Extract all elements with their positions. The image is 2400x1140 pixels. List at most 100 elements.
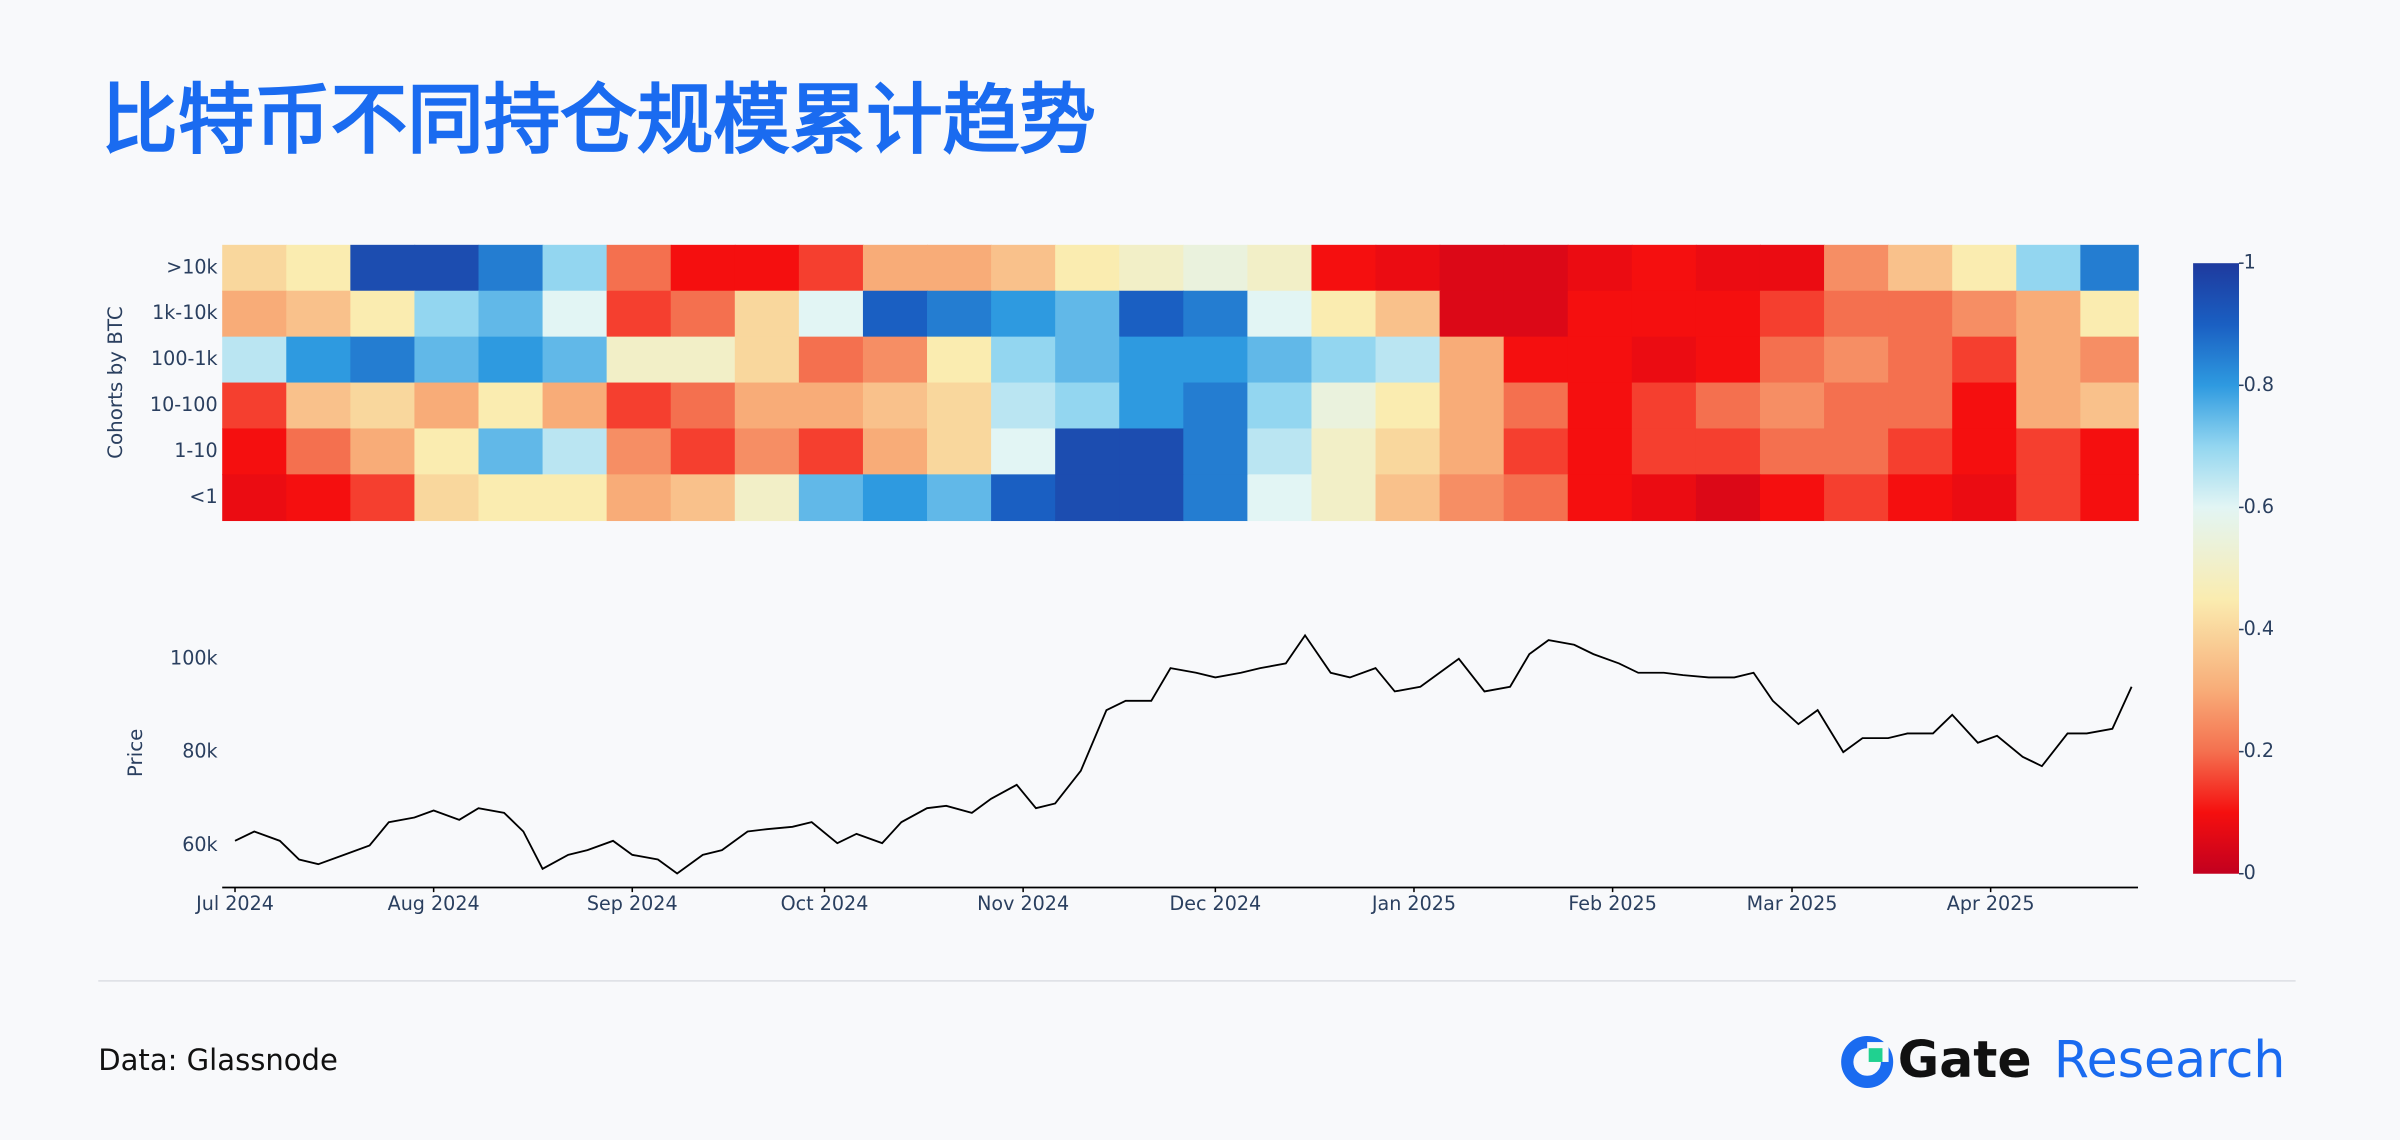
- heatmap-cell: [1503, 428, 1569, 476]
- heatmap-cell: [286, 428, 352, 476]
- heatmap-cell: [1824, 336, 1889, 384]
- heatmap-cell: [286, 290, 352, 338]
- heatmap-cell: [222, 336, 288, 384]
- heatmap-cell: [670, 382, 736, 430]
- y-tick-label: 100k: [170, 646, 218, 669]
- heatmap-cell: [1119, 244, 1185, 292]
- heatmap-cell: [927, 336, 992, 384]
- heatmap-cell: [1567, 244, 1633, 292]
- price-line: [234, 633, 2133, 875]
- heatmap-cell: [2080, 244, 2139, 292]
- heatmap-cell: [927, 474, 992, 522]
- heatmap-cell: [1759, 244, 1825, 292]
- heatmap-cell: [1631, 474, 1697, 522]
- heatmap-cell: [1055, 474, 1121, 522]
- heatmap-cell: [350, 382, 416, 430]
- heatmap-cell: [1439, 336, 1505, 384]
- heatmap-cell: [1695, 290, 1761, 338]
- heatmap-cell: [478, 244, 544, 292]
- heatmap-cell: [1439, 382, 1505, 430]
- heatmap-cell: [2080, 336, 2139, 384]
- heatmap-cell: [734, 382, 800, 430]
- heatmap-cell: [478, 474, 544, 522]
- heatmap-cell: [1503, 474, 1569, 522]
- heatmap-cell: [1952, 244, 2018, 292]
- heatmap-cell: [1439, 474, 1505, 522]
- heatmap-cell: [1311, 336, 1377, 384]
- heatmap-cell: [286, 244, 352, 292]
- logo-icon: [1841, 1035, 1894, 1088]
- heatmap-cell: [542, 336, 608, 384]
- heatmap-cell: [1888, 336, 1953, 384]
- y-tick-label: 60k: [182, 833, 218, 856]
- heatmap-cell: [1375, 290, 1441, 338]
- heatmap-cell: [1247, 474, 1313, 522]
- heatmap-cell: [1631, 290, 1697, 338]
- heatmap-cell: [862, 382, 928, 430]
- heatmap-cell: [1055, 336, 1121, 384]
- colorbar-tick-label: 0.8: [2244, 373, 2274, 396]
- heatmap-cell: [222, 474, 288, 522]
- heatmap-cell: [1824, 290, 1889, 338]
- heatmap-cell: [927, 290, 992, 338]
- heatmap-cell: [414, 474, 480, 522]
- heatmap-cell: [286, 336, 352, 384]
- heatmap-cell: [1311, 244, 1377, 292]
- heatmap-cell: [1695, 336, 1761, 384]
- heatmap-cell: [1952, 336, 2018, 384]
- heatmap-cell: [222, 382, 288, 430]
- heatmap-cell: [798, 474, 864, 522]
- heatmap-cell: [2080, 428, 2139, 476]
- heatmap-cell: [222, 428, 288, 476]
- brand-name: Gate: [1898, 1030, 2032, 1089]
- heatmap-cell: [1567, 428, 1633, 476]
- heatmap-cell: [1311, 474, 1377, 522]
- heatmap-cell: [1759, 290, 1825, 338]
- x-tick-label: Nov 2024: [977, 892, 1069, 915]
- heatmap-cell: [286, 474, 352, 522]
- heatmap-cell: [1952, 290, 2018, 338]
- heatmap-cell: [1119, 474, 1185, 522]
- heatmap-cell: [862, 290, 928, 338]
- heatmap-cell: [670, 428, 736, 476]
- heatmap-cell: [991, 428, 1056, 476]
- heatmap-cell: [1055, 290, 1121, 338]
- heatmap-cell: [1375, 382, 1441, 430]
- heatmap-cell: [1247, 290, 1313, 338]
- heatmap-cell: [1247, 382, 1313, 430]
- heatmap-cell: [991, 290, 1056, 338]
- heatmap-cell: [927, 428, 992, 476]
- heatmap-cell: [798, 336, 864, 384]
- heatmap-cell: [734, 428, 800, 476]
- heatmap-cell: [1695, 428, 1761, 476]
- heatmap-cell: [1567, 336, 1633, 384]
- y-tick-label: 100-1k: [151, 347, 219, 370]
- heatmap-cell: [542, 290, 608, 338]
- heatmap-cell: [862, 474, 928, 522]
- heatmap-cell: [1824, 382, 1889, 430]
- heatmap-cell: [1375, 336, 1441, 384]
- heatmap-cell: [414, 382, 480, 430]
- heatmap-cell: [734, 336, 800, 384]
- heatmap-cell: [1631, 336, 1697, 384]
- source-note: Data: Glassnode: [98, 1043, 338, 1077]
- heatmap-cell: [1247, 336, 1313, 384]
- heatmap-cell: [286, 382, 352, 430]
- heatmap-cell: [2016, 382, 2082, 430]
- heatmap-cell: [2016, 474, 2082, 522]
- colorbar-tick-label: 0: [2244, 861, 2256, 884]
- heatmap-cell: [1759, 382, 1825, 430]
- heatmap-cell: [606, 244, 672, 292]
- y-tick-label: 10-100: [150, 393, 218, 416]
- heatmap-cell: [670, 336, 736, 384]
- heatmap-cell: [606, 474, 672, 522]
- heatmap-cell: [1631, 382, 1697, 430]
- heatmap-cell: [1567, 474, 1633, 522]
- brand-suffix: Research: [2054, 1030, 2286, 1089]
- heatmap-cell: [1183, 290, 1249, 338]
- heatmap-cell: [350, 244, 416, 292]
- heatmap-cell: [927, 382, 992, 430]
- y-tick-label: 1k-10k: [152, 301, 218, 324]
- heatmap-cell: [1759, 428, 1825, 476]
- heatmap-cell: [991, 336, 1056, 384]
